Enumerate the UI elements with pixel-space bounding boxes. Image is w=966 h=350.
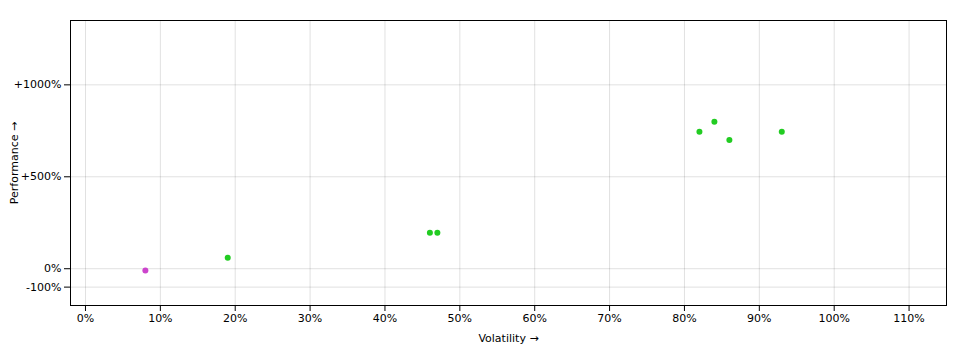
svg-text:20%: 20% [223,312,247,325]
svg-text:Volatility →: Volatility → [478,332,538,345]
svg-text:60%: 60% [522,312,546,325]
svg-text:0%: 0% [77,312,94,325]
svg-text:+1000%: +1000% [14,78,62,91]
svg-text:Performance →: Performance → [8,122,21,204]
svg-text:80%: 80% [672,312,696,325]
svg-text:+500%: +500% [21,170,62,183]
svg-text:-100%: -100% [26,281,61,294]
svg-text:10%: 10% [148,312,172,325]
svg-text:90%: 90% [747,312,771,325]
svg-text:70%: 70% [597,312,621,325]
svg-text:40%: 40% [373,312,397,325]
svg-text:30%: 30% [298,312,322,325]
svg-text:0%: 0% [44,262,61,275]
svg-text:100%: 100% [818,312,849,325]
svg-text:110%: 110% [893,312,924,325]
svg-text:50%: 50% [448,312,472,325]
